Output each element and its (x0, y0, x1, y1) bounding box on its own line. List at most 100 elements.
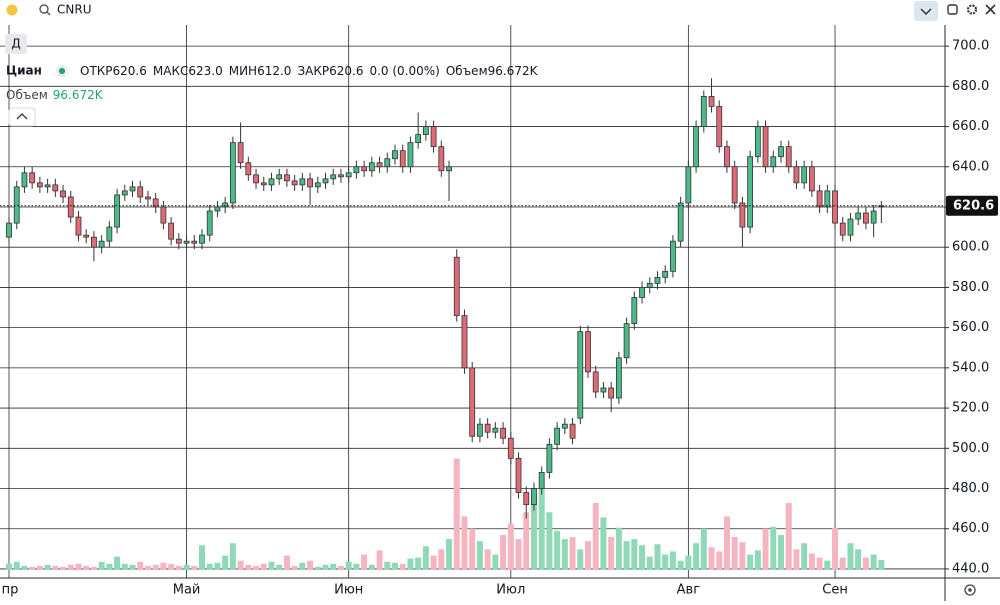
volume-bar (569, 537, 576, 570)
volume-bar (90, 566, 97, 570)
volume-bar (21, 565, 28, 570)
candle-body (199, 234, 205, 244)
volume-bar (376, 550, 383, 570)
volume-bar (206, 563, 213, 570)
search-icon[interactable] (39, 4, 51, 16)
volume-bar (438, 549, 445, 570)
candle-body (770, 156, 777, 168)
y-tick-label: 440.0 (952, 561, 989, 576)
candle-body (129, 186, 136, 192)
legend-label: ОТКР (80, 64, 113, 78)
volume-layer (6, 458, 885, 570)
candle-body (6, 222, 12, 238)
settings-button[interactable] (966, 4, 978, 15)
candle-body (461, 315, 468, 369)
candle-body (183, 240, 190, 244)
volume-bar (507, 523, 514, 570)
dropdown-button[interactable] (914, 1, 938, 21)
volume-bar (422, 546, 429, 570)
volume-bar (469, 528, 476, 570)
volume-bar (160, 562, 167, 570)
candle-body (824, 190, 831, 208)
y-tick-label: 680.0 (952, 79, 989, 94)
candle-body (314, 182, 321, 188)
volume-bar (52, 565, 59, 570)
candle-body (808, 166, 815, 192)
x-tick-label: пр (2, 583, 19, 598)
volume-bar (214, 562, 221, 570)
close-button[interactable] (985, 4, 996, 15)
candle-body (307, 178, 313, 188)
volume-bar (592, 502, 599, 570)
candle-body (121, 190, 128, 196)
volume-bar (631, 539, 638, 570)
volume-bar (392, 562, 398, 570)
candle-body (832, 190, 838, 224)
volume-bar (13, 561, 20, 570)
candle-body (44, 184, 51, 188)
volume-bar (75, 563, 82, 570)
candle-body (91, 236, 97, 248)
volume-bar (222, 555, 229, 570)
candle-body (631, 297, 638, 325)
candle-body (345, 172, 352, 178)
volume-bar (322, 564, 329, 570)
collapse-button[interactable] (8, 107, 36, 127)
candle-body (214, 206, 221, 212)
candle-body (83, 234, 90, 238)
candle-body (608, 387, 615, 399)
volume-bar (283, 555, 290, 570)
y-tick-label: 460.0 (952, 521, 989, 536)
candle-body (492, 427, 499, 433)
candle-body (515, 457, 522, 493)
candle-body (422, 126, 429, 135)
candle-body (646, 283, 653, 288)
candle-body (561, 423, 568, 429)
y-tick-label: 600.0 (952, 240, 989, 255)
volume-bar (83, 565, 90, 570)
legend-value: 96.672K (488, 64, 539, 78)
candle-body (662, 270, 669, 278)
volume-bar (546, 512, 553, 570)
legend-value: 620.6 (113, 64, 147, 78)
candle-body (446, 166, 452, 172)
volume-bar (407, 558, 414, 570)
candle-body (538, 472, 545, 489)
candle-body (531, 488, 537, 506)
candle-body (60, 190, 66, 198)
volume-bar (561, 539, 568, 570)
candle-body (554, 427, 561, 445)
volume-bar (623, 541, 630, 570)
candle-body (430, 126, 437, 148)
volume-bar (855, 549, 862, 570)
candle-body (778, 146, 784, 158)
candle-body (693, 126, 699, 168)
volume-bar (716, 551, 723, 570)
candle-body (338, 174, 344, 178)
volume-bar (361, 554, 368, 570)
volume-bar (708, 547, 715, 570)
window-button[interactable] (947, 4, 958, 15)
symbol[interactable]: CNRU (57, 3, 91, 17)
volume-bar (484, 549, 491, 570)
axis-settings-button[interactable] (964, 584, 976, 596)
candle-body (98, 240, 105, 248)
candle-body (106, 226, 113, 242)
volume-bar (67, 564, 74, 570)
grid (0, 25, 1000, 601)
candle-body (577, 331, 584, 419)
volume-bar (237, 560, 244, 570)
interval-button[interactable] (5, 34, 27, 54)
candle-body (847, 218, 854, 236)
candle-body (438, 146, 445, 172)
volume-bar (175, 565, 182, 570)
volume-bar (129, 564, 136, 570)
x-tick-label: Июл (496, 583, 525, 598)
candle-body (67, 196, 74, 218)
volume-bar (29, 566, 36, 570)
candle-body (260, 182, 267, 186)
candle-body (785, 146, 792, 168)
volume-bar (106, 563, 113, 570)
volume-bar (268, 561, 275, 570)
volume-bar (669, 551, 676, 570)
